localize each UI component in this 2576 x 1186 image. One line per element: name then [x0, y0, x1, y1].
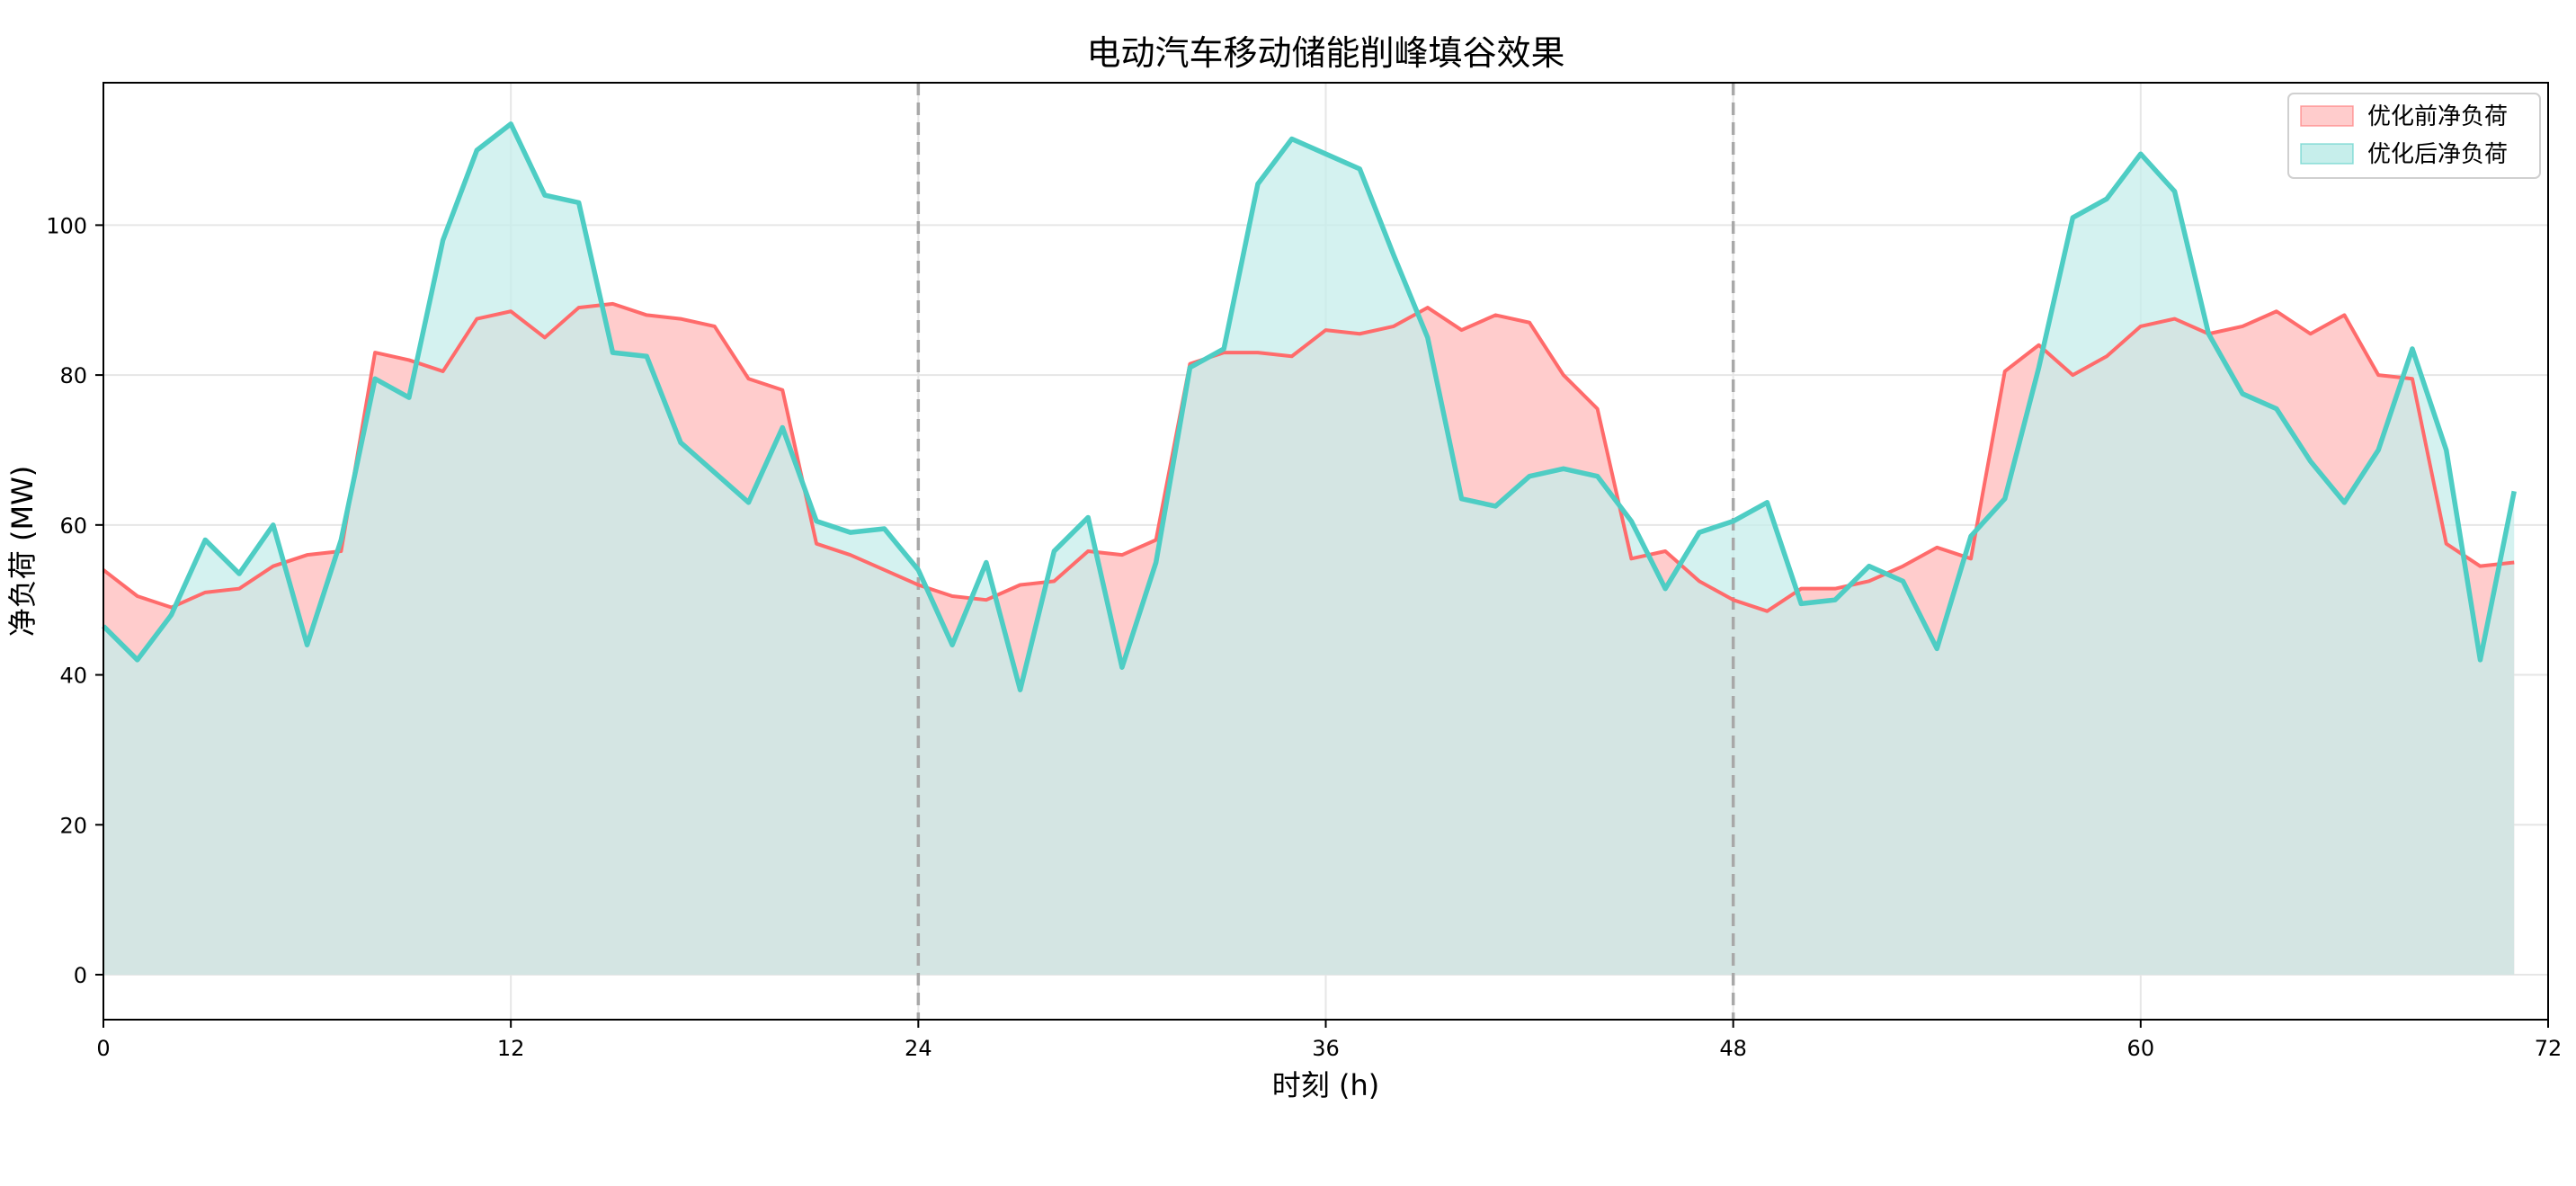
y-tick-label: 100	[46, 213, 87, 238]
legend-label: 优化后净负荷	[2367, 141, 2508, 168]
y-tick-label: 20	[59, 813, 87, 838]
x-tick-label: 24	[905, 1036, 932, 1061]
legend-swatch	[2300, 105, 2354, 127]
x-axis-label: 时刻 (h)	[1272, 1068, 1379, 1102]
y-axis-label: 净负荷 (MW)	[5, 466, 40, 637]
axis-ticks: 0 12 24 36 48 60 72 0 20 40 60 80 100	[46, 213, 2562, 1061]
series-line-2	[102, 121, 2517, 692]
series-lines	[102, 121, 2517, 692]
y-tick-label: 0	[74, 963, 87, 988]
area-fills	[103, 123, 2515, 975]
area-fill-series-2	[103, 123, 2515, 975]
x-tick-label: 0	[96, 1036, 110, 1061]
x-tick-label: 48	[1719, 1036, 1747, 1061]
x-tick-label: 72	[2535, 1036, 2563, 1061]
x-tick-label: 36	[1312, 1036, 1340, 1061]
chart-title: 电动汽车移动储能削峰填谷效果	[1086, 33, 1564, 73]
legend-label: 优化前净负荷	[2367, 103, 2508, 130]
reference-lines	[916, 83, 1735, 1020]
y-tick-label: 80	[59, 363, 87, 388]
y-tick-label: 60	[59, 513, 87, 539]
series-line-1	[102, 301, 2515, 613]
legend-swatch	[2300, 143, 2354, 165]
x-tick-label: 12	[497, 1036, 525, 1061]
x-tick-label: 60	[2127, 1036, 2155, 1061]
y-tick-label: 40	[59, 664, 87, 689]
